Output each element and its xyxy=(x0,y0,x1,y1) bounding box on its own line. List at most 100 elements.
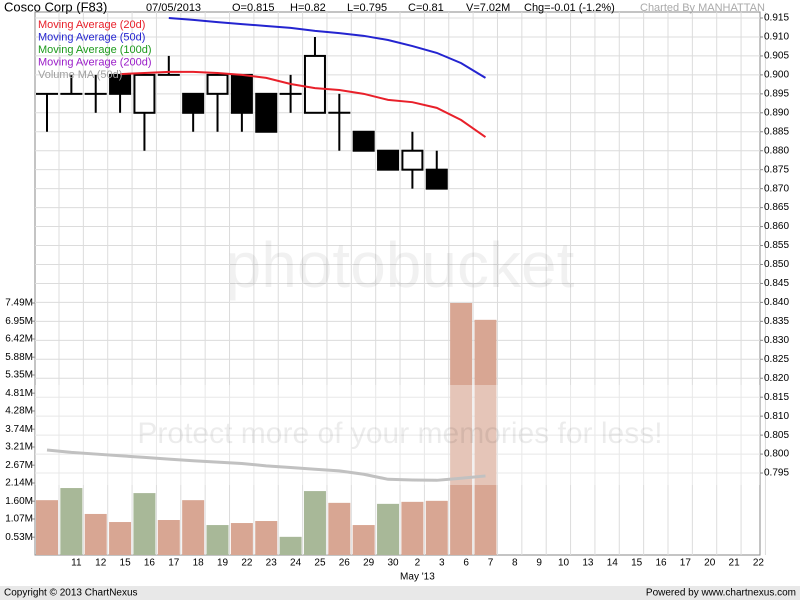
y-tick-label: 0.890 xyxy=(764,107,789,118)
volume-bar xyxy=(377,503,400,555)
candle-body xyxy=(230,73,253,114)
y-tick-label: 0.820 xyxy=(764,373,789,384)
header-volume: V=7.02M xyxy=(466,2,510,14)
volume-tick-label: 5.35M xyxy=(5,370,33,381)
volume-bar xyxy=(60,488,83,555)
y-tick-label: 0.870 xyxy=(764,183,789,194)
header-date: 07/05/2013 xyxy=(146,2,201,14)
legend-entry: Volume MA (50d) xyxy=(38,69,122,81)
candle-body xyxy=(255,92,278,133)
x-tick-label: 29 xyxy=(363,558,375,569)
volume-tick-label: 6.42M xyxy=(5,334,33,345)
volume-bar xyxy=(352,525,375,555)
price-panel xyxy=(36,17,487,190)
volume-tick-label: 2.67M xyxy=(5,460,33,471)
y-tick-label: 0.800 xyxy=(764,449,789,460)
x-tick-label: 20 xyxy=(704,558,716,569)
y-tick-label: 0.875 xyxy=(764,164,789,175)
volume-tick-label: 1.60M xyxy=(5,496,33,507)
volume-bar xyxy=(279,536,302,555)
candle-body xyxy=(377,149,400,171)
volume-tick-label: 1.07M xyxy=(5,514,33,525)
x-tick-label: 9 xyxy=(536,558,542,569)
volume-bar xyxy=(36,500,58,555)
x-tick-label: 2 xyxy=(415,558,421,569)
y-tick-label: 0.805 xyxy=(764,430,789,441)
x-tick-label: 6 xyxy=(463,558,469,569)
x-tick-label: 24 xyxy=(290,558,302,569)
volume-tick-label: 3.21M xyxy=(5,442,33,453)
header-credit: Charted By MANHATTAN xyxy=(640,2,765,14)
x-tick-label: 17 xyxy=(680,558,692,569)
x-tick-label: 21 xyxy=(729,558,741,569)
volume-panel xyxy=(36,303,497,555)
candle-body xyxy=(401,149,424,171)
chart-title: Cosco Corp (F83) xyxy=(4,0,107,14)
volume-bar xyxy=(109,522,132,555)
footer-copyright: Copyright © 2013 ChartNexus xyxy=(4,588,138,599)
legend-entry: Moving Average (200d) xyxy=(38,56,152,68)
moving-average-line xyxy=(120,70,487,138)
x-tick-label: 16 xyxy=(144,558,156,569)
x-tick-label: 12 xyxy=(95,558,107,569)
x-tick-label: 22 xyxy=(753,558,765,569)
volume-bar xyxy=(450,303,473,555)
volume-bar xyxy=(328,502,351,555)
volume-bar xyxy=(230,523,253,555)
candle-body xyxy=(303,54,326,114)
x-tick-label: 14 xyxy=(607,558,619,569)
y-tick-label: 0.860 xyxy=(764,221,789,232)
x-tick-label: 13 xyxy=(582,558,594,569)
moving-average-line xyxy=(168,17,486,79)
x-tick-label: 30 xyxy=(387,558,399,569)
x-tick-label: 15 xyxy=(631,558,643,569)
header-low: L=0.795 xyxy=(347,2,387,14)
x-tick-label: 16 xyxy=(655,558,667,569)
volume-tick-label: 0.53M xyxy=(5,532,33,543)
watermark-slogan: Protect more of your memories for less! xyxy=(137,417,662,450)
x-tick-label: 23 xyxy=(266,558,278,569)
x-tick-label: 26 xyxy=(339,558,351,569)
month-label: May '13 xyxy=(400,572,435,583)
axes: 0.795 0.800 0.805 0.810 0.815 0.820 0.825 0.830… xyxy=(5,13,789,583)
y-tick-label: 0.835 xyxy=(764,316,789,327)
watermark-logo: photobucket xyxy=(226,229,575,301)
volume-bar xyxy=(255,521,278,555)
y-tick-label: 0.825 xyxy=(764,354,789,365)
y-tick-label: 0.855 xyxy=(764,240,789,251)
x-tick-label: 10 xyxy=(558,558,570,569)
volume-tick-label: 4.28M xyxy=(5,406,33,417)
volume-bar xyxy=(425,500,448,555)
y-tick-label: 0.810 xyxy=(764,411,789,422)
candle-body xyxy=(352,130,375,152)
volume-bar xyxy=(474,319,497,555)
header-high: H=0.82 xyxy=(290,2,326,14)
y-tick-label: 0.915 xyxy=(764,13,789,24)
legend: Moving Average (20d)Moving Average (50d)… xyxy=(38,19,152,81)
volume-bar xyxy=(303,491,326,555)
volume-bar xyxy=(84,513,107,555)
y-tick-label: 0.880 xyxy=(764,145,789,156)
watermark-band xyxy=(35,385,760,485)
y-tick-label: 0.910 xyxy=(764,32,789,43)
legend-entry: Moving Average (100d) xyxy=(38,44,152,56)
legend-entry: Moving Average (20d) xyxy=(38,19,145,31)
y-tick-label: 0.905 xyxy=(764,51,789,62)
volume-bar xyxy=(206,525,229,555)
volume-ma-line xyxy=(46,448,486,482)
candle-body xyxy=(206,73,229,95)
y-tick-label: 0.850 xyxy=(764,259,789,270)
volume-bar xyxy=(133,493,156,555)
volume-tick-label: 6.95M xyxy=(5,316,33,327)
candle-body xyxy=(182,92,205,114)
x-tick-label: 22 xyxy=(241,558,253,569)
x-tick-label: 7 xyxy=(488,558,494,569)
candle-body xyxy=(133,73,156,114)
x-tick-label: 15 xyxy=(120,558,132,569)
y-tick-label: 0.865 xyxy=(764,202,789,213)
y-tick-label: 0.840 xyxy=(764,297,789,308)
volume-tick-label: 2.14M xyxy=(5,478,33,489)
grid xyxy=(35,12,766,555)
